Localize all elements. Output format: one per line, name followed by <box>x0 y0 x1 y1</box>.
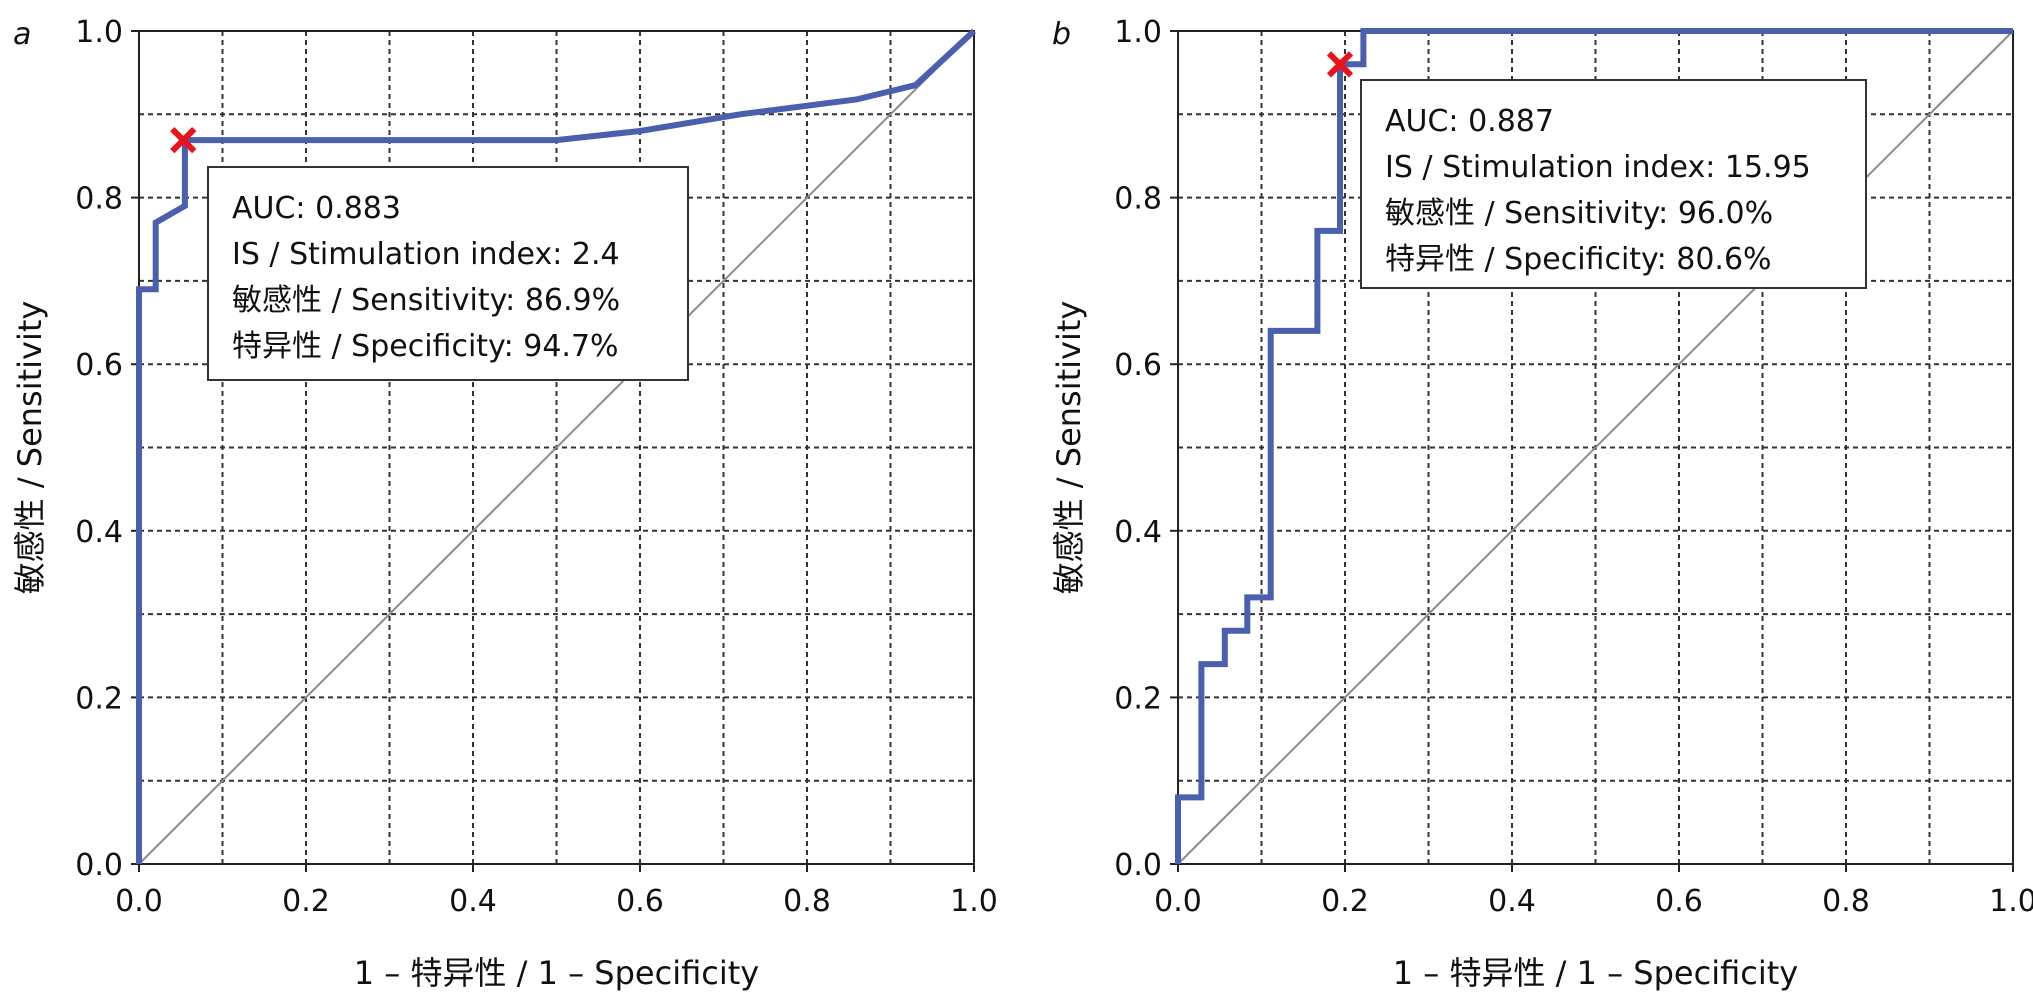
reference-diagonal <box>1177 30 2014 865</box>
x-tick-label: 0.6 <box>616 884 664 919</box>
panel-label: a <box>13 17 31 52</box>
y-tick-label: 0.8 <box>75 182 123 217</box>
x-tick-label: 0.2 <box>1321 884 1369 919</box>
annotation-line: 敏感性 / Sensitivity: 96.0% <box>1385 196 1773 231</box>
x-tick-label: 0.2 <box>282 884 330 919</box>
annotation-line: IS / Stimulation index: 2.4 <box>232 237 620 272</box>
x-tick-label: 0.4 <box>449 884 497 919</box>
optimal-point-marker <box>1326 51 1354 78</box>
x-tick-label: 0.8 <box>783 884 831 919</box>
annotation-line: 敏感性 / Sensitivity: 86.9% <box>232 283 620 318</box>
y-axis-label: 敏感性 / Sensitivity <box>1050 301 1088 595</box>
y-tick-label: 0.2 <box>1114 681 1162 716</box>
y-tick-label: 0.0 <box>75 848 123 883</box>
annotation-line: AUC: 0.887 <box>1385 104 1554 139</box>
roc-panel-b: 0.0 0.2 0.4 0.6 0.8 1.0 0.0 0.2 0.4 0.6 0.8 1.0 1 – … <box>1050 15 2033 992</box>
x-tick-label: 0.0 <box>1154 884 1202 919</box>
annotation-line: 特异性 / Specificity: 94.7% <box>232 329 619 364</box>
roc-curve-line <box>1175 28 2013 864</box>
y-tick-label: 1.0 <box>1114 15 1162 50</box>
optimal-point-marker <box>170 127 197 154</box>
roc-panel-a: 0.0 0.2 0.4 0.6 0.8 1.0 0.0 0.2 0.4 0.6 0.8 1.0 1 – … <box>11 15 998 992</box>
x-axis-label: 1 – 特异性 / 1 – Specificity <box>354 954 759 992</box>
annotation-line: IS / Stimulation index: 15.95 <box>1385 150 1811 185</box>
panel-label: b <box>1052 17 1071 52</box>
x-tick-label: 1.0 <box>950 884 998 919</box>
y-tick-label: 0.6 <box>75 348 123 383</box>
stats-annotation-box: AUC: 0.883 IS / Stimulation index: 2.4 敏感性… <box>207 166 689 381</box>
x-tick-label: 1.0 <box>1989 884 2033 919</box>
y-tick-label: 0.8 <box>1114 182 1162 217</box>
x-axis-label: 1 – 特异性 / 1 – Specificity <box>1393 954 1798 992</box>
y-axis-label: 敏感性 / Sensitivity <box>11 301 49 595</box>
y-tick-label: 0.4 <box>1114 515 1162 550</box>
y-tick-label: 0.0 <box>1114 848 1162 883</box>
y-tick-label: 0.4 <box>75 515 123 550</box>
x-tick-label: 0.4 <box>1488 884 1536 919</box>
x-tick-label: 0.0 <box>115 884 163 919</box>
annotation-line: 特异性 / Specificity: 80.6% <box>1385 242 1772 277</box>
y-tick-label: 0.6 <box>1114 348 1162 383</box>
y-tick-label: 0.2 <box>75 681 123 716</box>
x-tick-label: 0.6 <box>1655 884 1703 919</box>
reference-diagonal <box>138 30 975 865</box>
roc-curve-line <box>136 28 977 864</box>
annotation-line: AUC: 0.883 <box>232 191 401 226</box>
stats-annotation-box: AUC: 0.887 IS / Stimulation index: 15.95 敏… <box>1360 79 1867 289</box>
y-tick-label: 1.0 <box>75 15 123 50</box>
x-tick-label: 0.8 <box>1822 884 1870 919</box>
